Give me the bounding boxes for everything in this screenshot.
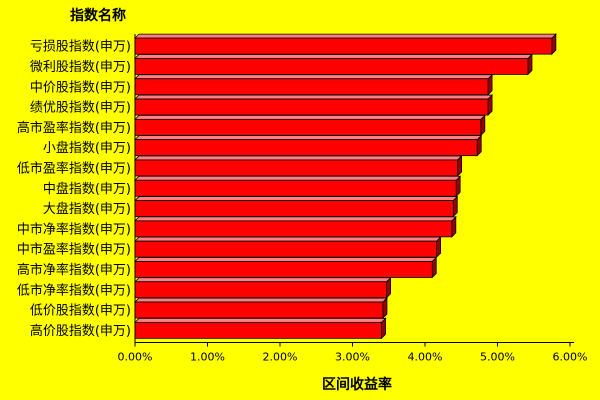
category-label: 中市盈率指数(申万) [17,242,131,258]
x-tick-label: 0.00% [118,351,153,364]
category-label: 高价股指数(申万) [30,323,131,339]
x-tick-label: 1.00% [190,351,225,364]
bar-2 [134,53,533,76]
category-label: 中价股指数(申万) [30,80,131,95]
bar-11 [134,236,442,259]
x-tick-label: 5.00% [480,351,515,364]
category-label: 低价股指数(申万) [30,304,131,319]
bars-layer [134,33,557,340]
category-label: 高市盈率指数(申万) [17,120,131,136]
x-tick-label: 4.00% [408,351,443,364]
bar-8 [134,175,462,198]
category-label: 低市盈率指数(申万) [17,160,131,176]
bar-15 [134,317,387,340]
x-axis-title: 区间收益率 [322,376,392,393]
x-tick-label: 6.00% [553,351,588,364]
category-label: 小盘指数(申万) [43,140,131,156]
bar-14 [134,297,388,320]
x-tick-label: 2.00% [263,351,298,364]
bar-3 [134,73,494,96]
bar-7 [134,154,463,177]
category-label: 绩优股指数(申万) [30,101,131,116]
bar-1 [134,33,557,56]
bar-13 [134,276,392,299]
category-axis-title: 指数名称 [70,7,126,24]
x-axis: 0.00% 1.00% 2.00% 3.00% 4.00% 5.00% 6.00% [118,34,588,364]
category-label: 低市净率指数(申万) [17,282,131,298]
category-label: 亏损股指数(申万) [30,40,131,55]
bar-12 [134,256,438,279]
bar-5 [134,114,486,137]
x-tick-label: 3.00% [335,351,370,364]
category-label: 大盘指数(申万) [43,201,131,217]
category-label: 中盘指数(申万) [43,181,131,197]
category-label: 中市净率指数(申万) [17,221,131,237]
bar-10 [134,215,457,238]
bar-9 [134,195,459,218]
category-label: 高市净率指数(申万) [17,262,131,278]
bar-4 [134,94,494,117]
category-label: 微利股指数(申万) [30,60,131,75]
bar-6 [134,134,483,157]
category-labels: 亏损股指数(申万) 微利股指数(申万) 中价股指数(申万) 绩优股指数(申万) 高市盈率… [17,40,131,339]
